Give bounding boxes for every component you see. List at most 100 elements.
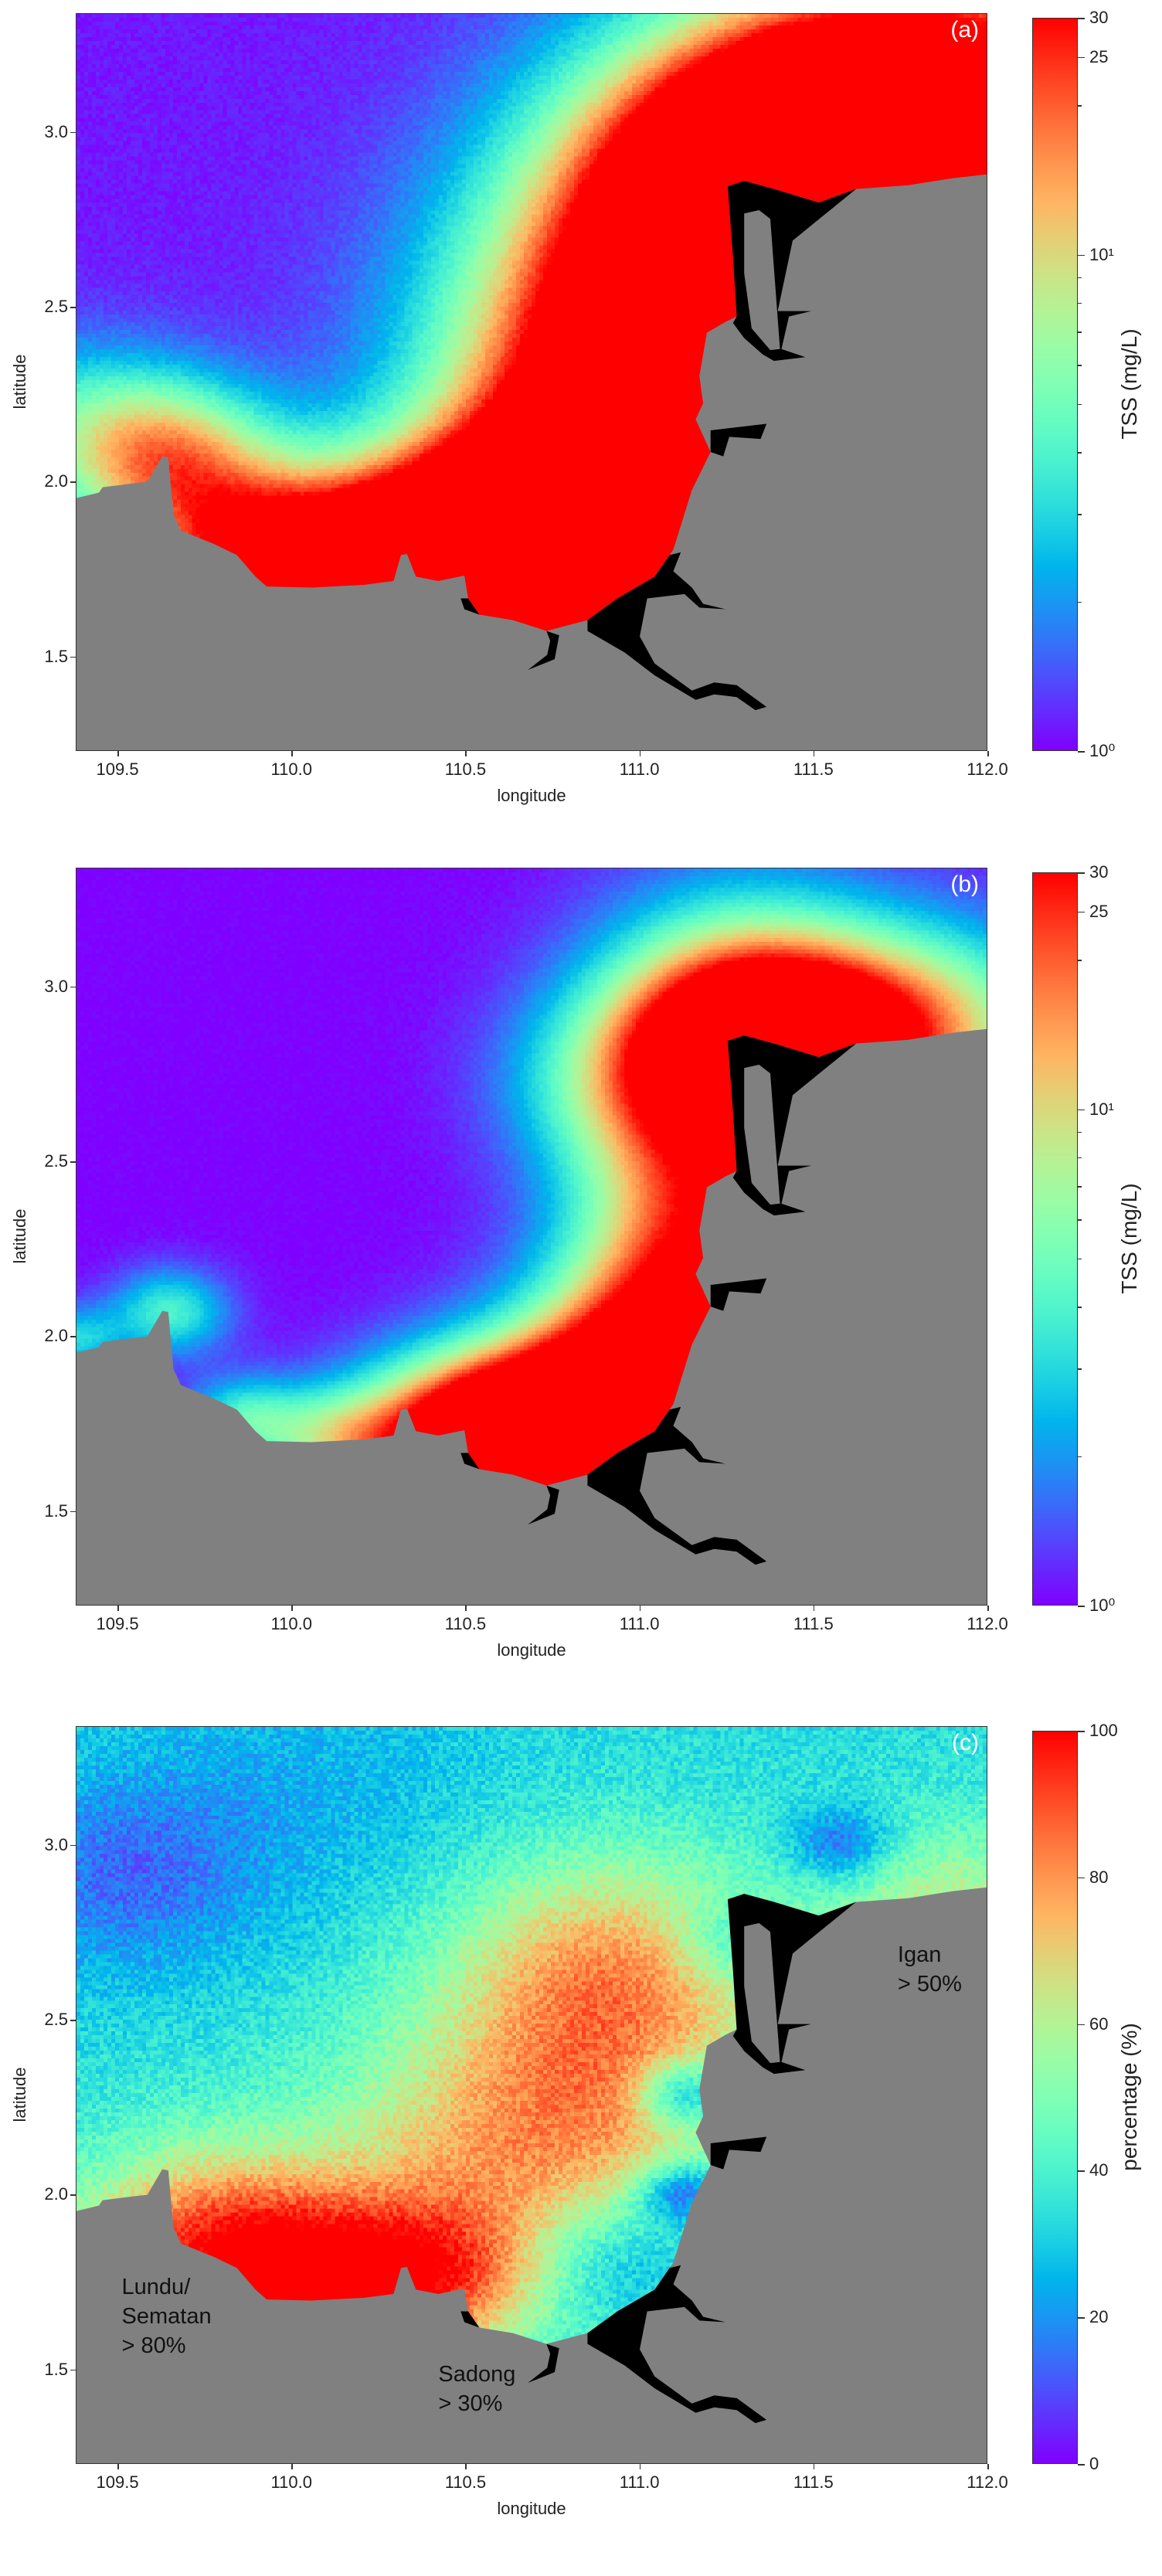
y-tick-label: 2.5 <box>44 2010 68 2030</box>
y-tick-mark <box>70 2020 76 2021</box>
x-tick-mark <box>465 751 467 756</box>
y-tick-label: 1.5 <box>44 2359 68 2379</box>
y-tick-label: 1.5 <box>44 1500 68 1521</box>
y-tick-mark <box>70 131 76 134</box>
x-tick-mark <box>987 751 989 756</box>
colorbar-tick-mark <box>1078 911 1085 913</box>
colorbar-minor-tick <box>1078 452 1082 454</box>
colorbar <box>1032 18 1078 751</box>
y-axis-label: latitude <box>10 1208 29 1264</box>
y-tick-mark <box>70 656 76 658</box>
colorbar-minor-tick <box>1078 514 1082 515</box>
y-tick-mark <box>70 481 76 483</box>
colorbar-tick-mark <box>1078 2170 1085 2172</box>
estuary-mask <box>460 1453 480 1470</box>
colorbar-minor-tick <box>1078 331 1082 333</box>
colorbar-tick-label: 40 <box>1089 2160 1109 2180</box>
y-tick-mark <box>70 1161 76 1163</box>
colorbar-minor-tick <box>1078 1186 1082 1188</box>
colorbar-tick-label: 10¹ <box>1089 1099 1114 1119</box>
y-tick-label: 3.0 <box>44 1834 68 1854</box>
colorbar-minor-tick <box>1078 302 1082 304</box>
colorbar-minor-tick <box>1078 1368 1082 1370</box>
estuary-mask <box>587 1406 767 1565</box>
x-tick-mark <box>987 2464 989 2469</box>
x-tick-mark <box>813 751 815 756</box>
x-tick-mark <box>639 1606 641 1611</box>
colorbar-tick-label: 30 <box>1089 862 1109 882</box>
estuary-mask <box>528 630 559 671</box>
x-tick-mark <box>291 2464 293 2469</box>
colorbar-minor-tick <box>1078 1219 1082 1221</box>
estuary-mask <box>528 1485 559 1525</box>
colorbar-tick-mark <box>1078 751 1085 753</box>
y-tick-label: 1.5 <box>44 646 68 666</box>
colorbar-tick-label: 80 <box>1089 1867 1109 1887</box>
x-tick-mark <box>117 1606 119 1611</box>
colorbar-tick-mark <box>1078 18 1085 19</box>
colorbar-tick-mark <box>1078 872 1085 874</box>
x-tick-mark <box>117 751 119 756</box>
x-tick-mark <box>987 1606 989 1611</box>
colorbar-tick-mark <box>1078 2024 1085 2026</box>
coastline-overlay <box>76 1887 987 2463</box>
x-axis-label: longitude <box>497 1640 566 1660</box>
colorbar-tick-mark <box>1078 1606 1085 1607</box>
colorbar-minor-tick <box>1078 1131 1082 1133</box>
land-mask <box>744 1065 780 1205</box>
y-tick-label: 3.0 <box>44 121 68 141</box>
colorbar-minor-tick <box>1078 403 1082 406</box>
colorbar-tick-label: 10¹ <box>1089 244 1114 264</box>
x-tick-label: 112.0 <box>967 2472 1008 2492</box>
colorbar-minor-tick <box>1078 1157 1082 1159</box>
land-mask <box>76 1887 987 2463</box>
estuary-mask <box>587 2265 767 2424</box>
x-tick-mark <box>813 1606 815 1611</box>
y-tick-mark <box>70 1511 76 1513</box>
colorbar-minor-tick <box>1078 601 1082 603</box>
colorbar-minor-tick <box>1078 1456 1082 1458</box>
map-panel-a: (a) 109.5 110.0 110.5 111.0 111.5 112.0 1.5 2.0 2… <box>0 8 1162 863</box>
y-tick-label: 2.0 <box>44 1326 68 1346</box>
x-axis-label: longitude <box>497 786 566 805</box>
colorbar-tick-label: 10⁰ <box>1089 741 1116 760</box>
region-annotation: Lundu/ Sematan > 80% <box>121 2275 212 2359</box>
colorbar-minor-tick <box>1078 1258 1082 1260</box>
y-axis-label: latitude <box>10 354 29 410</box>
y-tick-mark <box>70 1844 76 1847</box>
colorbar-tick-mark <box>1078 2464 1085 2466</box>
y-tick-label: 2.0 <box>44 471 68 491</box>
land-mask <box>76 174 987 750</box>
x-tick-label: 110.0 <box>270 2472 312 2492</box>
x-tick-label: 109.5 <box>96 1614 139 1633</box>
y-tick-label: 3.0 <box>44 976 68 996</box>
estuary-mask <box>710 2136 767 2170</box>
colorbar-label: TSS (mg/L) <box>1117 1183 1141 1294</box>
x-tick-label: 109.5 <box>96 760 139 779</box>
x-tick-label: 111.5 <box>793 1614 834 1633</box>
land-mask <box>744 1923 780 2064</box>
x-tick-mark <box>639 2464 641 2469</box>
y-tick-label: 2.0 <box>44 2184 68 2204</box>
x-tick-mark <box>291 1606 293 1611</box>
x-tick-label: 111.0 <box>619 1614 660 1633</box>
colorbar-tick-label: 30 <box>1089 8 1109 27</box>
coastline-overlay <box>76 1028 987 1605</box>
estuary-mask <box>528 2343 559 2384</box>
x-axis-label: longitude <box>497 2499 566 2518</box>
land-mask <box>744 210 780 351</box>
y-tick-label: 2.5 <box>44 297 68 317</box>
colorbar-minor-tick <box>1078 960 1082 961</box>
colorbar-minor-tick <box>1078 365 1082 366</box>
colorbar-tick-label: 60 <box>1089 2014 1109 2034</box>
colorbar-minor-tick <box>1078 277 1082 279</box>
map-panel-b: (b) 109.5 110.0 110.5 111.0 111.5 112.0 1.5 2.0 2… <box>0 862 1162 1718</box>
colorbar-tick-label: 25 <box>1089 901 1109 921</box>
x-tick-label: 111.0 <box>619 2472 660 2492</box>
colorbar-minor-tick <box>1078 105 1082 107</box>
colorbar-tick-label: 25 <box>1089 46 1109 66</box>
x-tick-label: 111.0 <box>619 760 660 779</box>
map-panel-c: (c) Igan > 50% Lundu/ Sematan > 80% Sadong … <box>0 1721 1162 2576</box>
panel-label: (b) <box>950 872 979 897</box>
colorbar-tick-mark <box>1078 1877 1085 1879</box>
